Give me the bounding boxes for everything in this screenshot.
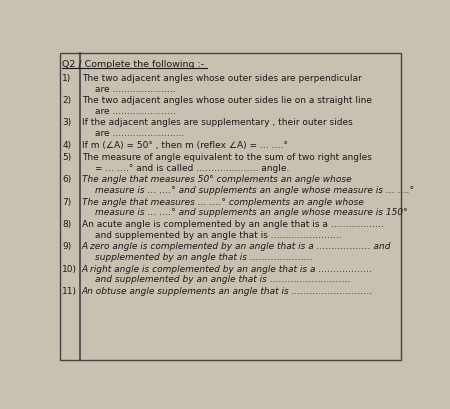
- Text: An acute angle is complemented by an angle that is a ………………: An acute angle is complemented by an ang…: [82, 220, 384, 229]
- Text: 7): 7): [63, 198, 72, 207]
- Text: supplemented by an angle that is …………………: supplemented by an angle that is …………………: [95, 253, 313, 262]
- Text: are ......................: are ......................: [95, 107, 176, 116]
- Text: 8): 8): [63, 220, 72, 229]
- Text: measure is … ….° and supplements an angle whose measure is 150°: measure is … ….° and supplements an angl…: [95, 209, 408, 218]
- Text: The measure of angle equivalent to the sum of two right angles: The measure of angle equivalent to the s…: [82, 153, 372, 162]
- Text: and supplemented by an angle that is ………………………: and supplemented by an angle that is …………: [95, 275, 351, 285]
- Text: 9): 9): [63, 243, 72, 252]
- Text: 1): 1): [63, 74, 72, 83]
- Text: The angle that measures … ….° complements an angle whose: The angle that measures … ….° complement…: [82, 198, 364, 207]
- Text: 11): 11): [63, 287, 77, 296]
- Text: 3): 3): [63, 118, 72, 127]
- Text: A right angle is complemented by an angle that is a ………………: A right angle is complemented by an angl…: [82, 265, 373, 274]
- Text: The two adjacent angles whose outer sides lie on a straight line: The two adjacent angles whose outer side…: [82, 96, 372, 105]
- Text: The angle that measures 50° complements an angle whose: The angle that measures 50° complements …: [82, 175, 351, 184]
- Text: measure is … ….° and supplements an angle whose measure is … ….°: measure is … ….° and supplements an angl…: [95, 186, 414, 195]
- Text: and supplemented by an angle that is ……………………: and supplemented by an angle that is …………: [95, 231, 342, 240]
- Text: If the adjacent angles are supplementary , their outer sides: If the adjacent angles are supplementary…: [82, 118, 353, 127]
- Text: 4): 4): [63, 141, 72, 150]
- Text: 6): 6): [63, 175, 72, 184]
- Text: A zero angle is complemented by an angle that is a ……………… and: A zero angle is complemented by an angle…: [82, 243, 391, 252]
- Text: = … ….° and is called ………………… angle.: = … ….° and is called ………………… angle.: [95, 164, 289, 173]
- Text: are ......................: are ......................: [95, 85, 176, 94]
- Text: If m (∠A) = 50° , then m (reflex ∠A) = … ….°: If m (∠A) = 50° , then m (reflex ∠A) = ……: [82, 141, 288, 150]
- Text: 10): 10): [63, 265, 77, 274]
- Text: 5): 5): [63, 153, 72, 162]
- Text: 2): 2): [63, 96, 72, 105]
- Text: Q2 / Complete the following :-: Q2 / Complete the following :-: [63, 60, 205, 69]
- Text: are .........................: are .........................: [95, 129, 184, 138]
- Text: An obtuse angle supplements an angle that is ………………………: An obtuse angle supplements an angle tha…: [82, 287, 373, 296]
- Text: The two adjacent angles whose outer sides are perpendicular: The two adjacent angles whose outer side…: [82, 74, 362, 83]
